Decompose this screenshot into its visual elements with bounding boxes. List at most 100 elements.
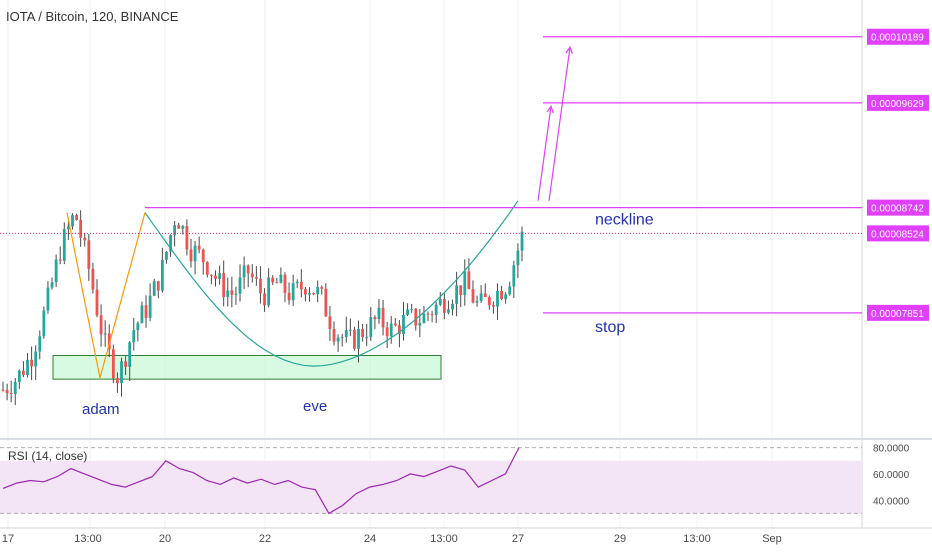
candle-body-99 (406, 309, 409, 315)
candle-body-35 (144, 305, 148, 318)
candle-body-87 (357, 328, 360, 349)
rsi-label: RSI (14, close) (8, 449, 88, 463)
target-1-arrow-head (546, 104, 554, 114)
candle-body-42 (173, 225, 177, 236)
rsi-tick-label-0: 80.0000 (873, 444, 910, 455)
candle-body-83 (340, 337, 344, 339)
candle-body-49 (201, 249, 205, 263)
candle-body-103 (422, 313, 426, 323)
candle-body-56 (230, 290, 234, 295)
candle-body-124 (508, 286, 512, 295)
candle-body-102 (418, 322, 422, 326)
time-tick-label-7: 29 (614, 533, 626, 545)
annotation-stop: stop (595, 319, 625, 336)
candle-body-0 (1, 389, 5, 391)
price-tag-bg-4 (867, 304, 929, 321)
candle-body-58 (238, 277, 242, 294)
candle-body-112 (459, 285, 463, 296)
candle-body-123 (504, 294, 508, 300)
target-1-arrow-shaft (537, 106, 552, 201)
candle-body-12 (50, 282, 54, 288)
candle-body-89 (365, 336, 369, 338)
candle-body-4 (17, 370, 21, 383)
candle-body-98 (402, 314, 405, 335)
candle-body-63 (259, 278, 262, 294)
candle-body-111 (455, 285, 459, 304)
candle-body-21 (87, 240, 91, 269)
candle-body-104 (426, 313, 430, 315)
price-tag-bg-3 (867, 225, 929, 242)
candle-body-81 (332, 328, 336, 342)
candle-body-53 (218, 273, 221, 279)
candle-body-78 (320, 286, 324, 289)
candle-body-28 (116, 378, 119, 384)
candle-body-85 (348, 329, 352, 331)
candle-body-17 (71, 215, 74, 227)
candle-body-14 (58, 259, 62, 261)
candle-body-55 (226, 290, 230, 297)
candle-body-60 (246, 265, 250, 274)
candle-body-27 (111, 349, 115, 379)
candle-body-66 (271, 277, 275, 283)
candle-body-3 (13, 382, 17, 395)
candle-body-23 (95, 289, 99, 316)
candle-body-76 (312, 293, 315, 295)
time-tick-label-2: 20 (159, 533, 171, 545)
candle-body-50 (205, 262, 209, 275)
candle-body-125 (512, 265, 516, 287)
candle-body-26 (107, 333, 111, 350)
candle-body-61 (250, 273, 254, 278)
candle-body-22 (91, 268, 95, 290)
candle-body-116 (475, 300, 479, 303)
candle-body-95 (389, 323, 393, 337)
candle-body-52 (214, 275, 217, 279)
candle-body-31 (128, 342, 132, 367)
candle-body-15 (62, 229, 66, 261)
candle-body-120 (491, 305, 495, 307)
candle-body-7 (30, 359, 34, 367)
rsi-tick-label-1: 60.0000 (873, 470, 910, 481)
candle-body-72 (295, 281, 299, 284)
support-zone (52, 355, 442, 380)
candle-body-92 (377, 307, 381, 320)
candle-body-37 (152, 281, 156, 296)
price-tag-bg-0 (867, 28, 929, 45)
candle-body-82 (336, 337, 340, 342)
candle-body-75 (308, 293, 311, 295)
candle-body-88 (361, 328, 365, 338)
candle-body-109 (447, 309, 450, 313)
candle-body-127 (520, 231, 524, 251)
candle-body-70 (287, 292, 291, 301)
candle-body-114 (467, 271, 471, 290)
price-tag-bg-1 (867, 94, 929, 111)
candle-body-107 (438, 298, 442, 305)
candle-body-57 (234, 293, 238, 295)
candle-body-90 (369, 317, 373, 337)
candle-body-115 (471, 289, 475, 303)
time-tick-label-5: 13:00 (430, 533, 458, 545)
candle-body-34 (140, 305, 144, 324)
rsi-band (0, 460, 862, 514)
candle-body-46 (189, 249, 193, 262)
candle-body-29 (120, 361, 123, 384)
candle-body-101 (414, 308, 418, 326)
candle-body-16 (66, 226, 70, 230)
candle-body-33 (136, 323, 140, 331)
candle-body-119 (487, 297, 491, 306)
candle-body-67 (275, 282, 279, 284)
price-tag-label-3: 0.00008524 (871, 229, 924, 240)
target-2-arrow-shaft (548, 47, 571, 201)
candle-body-2 (9, 393, 13, 395)
candle-body-44 (181, 226, 185, 229)
candle-body-45 (185, 226, 189, 250)
candle-body-24 (99, 315, 103, 335)
candle-body-97 (398, 325, 401, 335)
price-tag-bg-2 (867, 199, 929, 216)
target-2-arrow-head (565, 45, 573, 55)
candle-body-73 (299, 281, 303, 290)
candle-body-5 (22, 370, 25, 375)
rsi-line (2, 447, 520, 515)
candle-body-13 (54, 259, 58, 283)
chart-title: IOTA / Bitcoin, 120, BINANCE (6, 9, 179, 24)
candle-body-36 (148, 295, 152, 318)
